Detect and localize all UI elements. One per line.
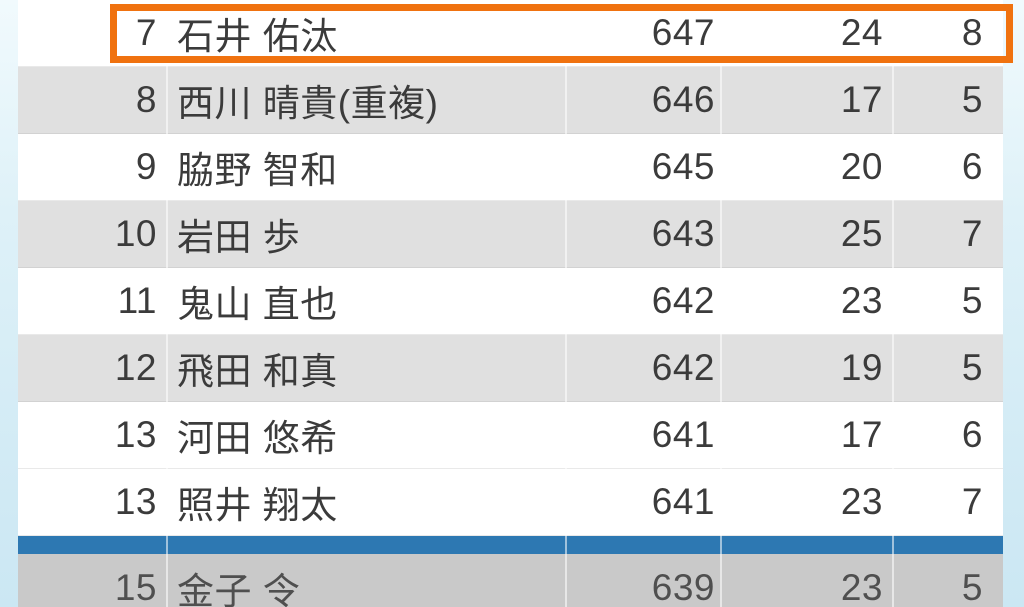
stat-a-cell: 23 [840,481,883,522]
stat-b-cell: 7 [961,481,983,522]
rank-cell: 13 [114,481,157,522]
stat-b-cell: 7 [961,213,983,254]
rank-cell: 7 [135,12,157,53]
stat-a-cell: 24 [840,12,883,53]
table-row[interactable]: 13 河田 悠希 641 17 6 [18,402,1003,469]
score-cell: 641 [651,481,715,522]
score-cell: 643 [651,213,715,254]
rank-cell: 12 [114,347,157,388]
score-cell: 645 [651,146,715,187]
name-cell: 岩田 歩 [177,217,301,258]
name-cell: 鬼山 直也 [177,284,338,325]
stat-a-cell: 17 [840,414,883,455]
table-row[interactable]: 12 飛田 和真 642 19 5 [18,335,1003,402]
score-cell: 646 [651,79,715,120]
score-cell: 639 [651,566,715,607]
stat-b-cell: 5 [961,280,983,321]
table-row[interactable]: 8 西川 晴貴(重複) 646 17 5 [18,67,1003,134]
table-row[interactable]: 10 岩田 歩 643 25 7 [18,201,1003,268]
rank-cell: 10 [114,213,157,254]
left-frame-border [0,0,18,607]
name-cell: 脇野 智和 [177,150,338,191]
stat-a-cell: 20 [840,146,883,187]
score-cell: 641 [651,414,715,455]
table-row[interactable]: 11 鬼山 直也 642 23 5 [18,268,1003,335]
table-row[interactable]: 9 脇野 智和 645 20 6 [18,134,1003,201]
stat-a-cell: 17 [840,79,883,120]
rank-cell: 9 [135,146,157,187]
score-cell: 647 [651,12,715,53]
separator-bar [18,536,1003,554]
rank-cell: 13 [114,414,157,455]
name-cell: 西川 晴貴(重複) [177,83,439,124]
name-cell: 河田 悠希 [177,418,338,459]
rank-cell: 11 [117,280,157,321]
name-cell: 金子 令 [177,570,301,607]
table-row[interactable]: 13 照井 翔太 641 23 7 [18,469,1003,536]
stat-b-cell: 5 [961,79,983,120]
stat-a-cell: 23 [840,566,883,607]
rank-cell: 8 [135,79,157,120]
table-row[interactable]: 7 石井 佑汰 647 24 8 [18,0,1003,67]
score-cell: 642 [651,347,715,388]
stat-b-cell: 6 [961,414,983,455]
right-frame-border [1003,0,1024,607]
table-row[interactable]: 15 金子 令 639 23 5 [18,554,1003,607]
stat-a-cell: 19 [840,347,883,388]
name-cell: 石井 佑汰 [177,16,338,57]
score-cell: 642 [651,280,715,321]
name-cell: 照井 翔太 [177,485,338,526]
name-cell: 飛田 和真 [177,351,338,392]
stat-b-cell: 8 [961,12,983,53]
table-rows: 7 石井 佑汰 647 24 8 8 西川 晴貴(重複) 646 17 5 9 … [18,0,1003,607]
stat-b-cell: 6 [961,146,983,187]
rank-cell: 15 [114,566,157,607]
stat-b-cell: 5 [961,566,983,607]
stat-a-cell: 23 [840,280,883,321]
stat-b-cell: 5 [961,347,983,388]
stat-a-cell: 25 [840,213,883,254]
ranking-table: 7 石井 佑汰 647 24 8 8 西川 晴貴(重複) 646 17 5 9 … [18,0,1013,607]
